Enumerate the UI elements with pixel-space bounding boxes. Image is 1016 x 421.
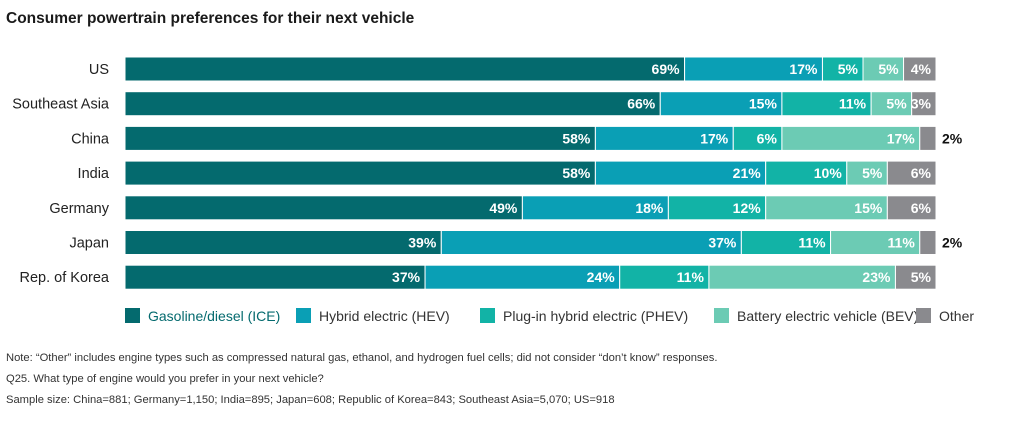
legend-label-other: Other [939, 308, 974, 324]
data-label-southeast-asia-hybrid-electric-hev: 15% [749, 96, 778, 112]
legend-swatch-gasoline-diesel-ice [125, 308, 140, 323]
bar-rep-of-korea-hybrid-electric-hev [424, 264, 621, 290]
chart-title: Consumer powertrain preferences for thei… [6, 10, 415, 27]
data-label-china-other: 2% [942, 130, 963, 146]
bar-japan-gasoline-diesel-ice [124, 230, 442, 255]
bar-rep-of-korea-gasoline-diesel-ice [124, 264, 426, 290]
category-label-southeast-asia: Southeast Asia [12, 97, 110, 113]
data-label-germany-gasoline-diesel-ice: 49% [489, 200, 518, 216]
data-label-southeast-asia-plug-in-hybrid-electric-phev: 11% [839, 96, 867, 112]
data-label-india-hybrid-electric-hev: 21% [733, 165, 762, 181]
data-label-china-battery-electric-vehicle-bev: 17% [887, 130, 916, 146]
data-label-rep-of-korea-battery-electric-vehicle-bev: 23% [862, 269, 891, 285]
data-label-rep-of-korea-hybrid-electric-hev: 24% [587, 269, 616, 285]
legend-swatch-battery-electric-vehicle-bev [714, 308, 729, 323]
bar-rep-of-korea-other [894, 264, 937, 290]
data-label-japan-other: 2% [942, 235, 963, 251]
data-label-germany-hybrid-electric-hev: 18% [635, 200, 664, 216]
note-other-definition: Note: “Other” includes engine types such… [6, 352, 718, 364]
bar-southeast-asia-hybrid-electric-hev [659, 91, 783, 117]
data-label-china-hybrid-electric-hev: 17% [700, 130, 729, 146]
legend-label-plug-in-hybrid-electric-phev: Plug-in hybrid electric (PHEV) [503, 308, 688, 324]
data-label-us-plug-in-hybrid-electric-phev: 5% [838, 61, 859, 77]
bar-us-gasoline-diesel-ice [124, 56, 686, 82]
data-label-china-plug-in-hybrid-electric-phev: 6% [757, 130, 778, 146]
bar-southeast-asia-gasoline-diesel-ice [124, 91, 661, 117]
bar-india-plug-in-hybrid-electric-phev [765, 160, 848, 186]
bar-southeast-asia-plug-in-hybrid-electric-phev [781, 91, 872, 117]
data-label-japan-battery-electric-vehicle-bev: 11% [888, 235, 916, 251]
category-label-china: China [71, 131, 110, 147]
bar-japan-hybrid-electric-hev [440, 230, 742, 255]
bar-india-hybrid-electric-hev [594, 160, 767, 186]
data-label-germany-plug-in-hybrid-electric-phev: 12% [733, 200, 762, 216]
data-label-india-battery-electric-vehicle-bev: 5% [862, 165, 883, 181]
bar-germany-battery-electric-vehicle-bev [765, 195, 888, 221]
bar-rep-of-korea-battery-electric-vehicle-bev [708, 264, 896, 290]
bar-india-other [886, 160, 937, 186]
bar-germany-gasoline-diesel-ice [124, 195, 523, 221]
legend-swatch-hybrid-electric-hev [296, 308, 311, 323]
bar-india-battery-electric-vehicle-bev [846, 160, 888, 186]
category-label-us: US [89, 62, 109, 78]
data-label-us-gasoline-diesel-ice: 69% [652, 61, 681, 77]
category-label-rep-of-korea: Rep. of Korea [20, 270, 110, 286]
data-label-us-other: 4% [911, 61, 932, 77]
note-sample-size: Sample size: China=881; Germany=1,150; I… [6, 394, 615, 406]
bar-china-hybrid-electric-hev [594, 125, 734, 151]
data-label-rep-of-korea-other: 5% [911, 269, 932, 285]
bar-us-plug-in-hybrid-electric-phev [821, 56, 864, 82]
legend-label-gasoline-diesel-ice: Gasoline/diesel (ICE) [148, 308, 280, 324]
legend-label-hybrid-electric-hev: Hybrid electric (HEV) [319, 308, 450, 324]
data-label-china-gasoline-diesel-ice: 58% [562, 130, 591, 146]
bar-china-plug-in-hybrid-electric-phev [732, 125, 783, 151]
data-label-germany-battery-electric-vehicle-bev: 15% [854, 200, 883, 216]
bar-china-gasoline-diesel-ice [124, 125, 596, 151]
data-label-india-gasoline-diesel-ice: 58% [562, 165, 591, 181]
data-label-japan-gasoline-diesel-ice: 39% [408, 235, 437, 251]
category-label-japan: Japan [69, 236, 109, 252]
data-label-us-hybrid-electric-hev: 17% [789, 61, 818, 77]
data-label-southeast-asia-other: 3% [911, 96, 932, 112]
category-label-india: India [78, 166, 110, 182]
data-label-germany-other: 6% [911, 200, 932, 216]
bar-china-other [919, 125, 937, 151]
chart-notes: Note: “Other” includes engine types such… [6, 348, 717, 411]
bar-germany-other [886, 195, 937, 221]
data-label-southeast-asia-gasoline-diesel-ice: 66% [627, 96, 656, 112]
data-label-japan-hybrid-electric-hev: 37% [708, 235, 737, 251]
category-label-germany: Germany [49, 201, 109, 217]
data-label-india-other: 6% [911, 165, 932, 181]
bar-southeast-asia-battery-electric-vehicle-bev [870, 91, 913, 117]
data-label-rep-of-korea-plug-in-hybrid-electric-phev: 11% [677, 269, 705, 285]
bar-china-battery-electric-vehicle-bev [781, 125, 921, 151]
legend-swatch-other [916, 308, 931, 323]
data-label-japan-plug-in-hybrid-electric-phev: 11% [798, 235, 826, 251]
bar-southeast-asia-other [911, 91, 937, 117]
note-question: Q25. What type of engine would you prefe… [6, 373, 324, 385]
legend-label-battery-electric-vehicle-bev: Battery electric vehicle (BEV) [737, 308, 918, 324]
legend-swatch-plug-in-hybrid-electric-phev [480, 308, 495, 323]
bar-india-gasoline-diesel-ice [124, 160, 596, 186]
data-label-india-plug-in-hybrid-electric-phev: 10% [814, 165, 843, 181]
stacked-bar-chart: US 69% 17% 5% 5% 4%Southeast Asia 66% 15% 11% 5% 3… [12, 56, 974, 324]
data-label-rep-of-korea-gasoline-diesel-ice: 37% [392, 269, 421, 285]
data-label-southeast-asia-battery-electric-vehicle-bev: 5% [886, 96, 907, 112]
data-label-us-battery-electric-vehicle-bev: 5% [878, 61, 899, 77]
bar-us-other [903, 56, 937, 82]
bar-japan-other [919, 230, 937, 255]
